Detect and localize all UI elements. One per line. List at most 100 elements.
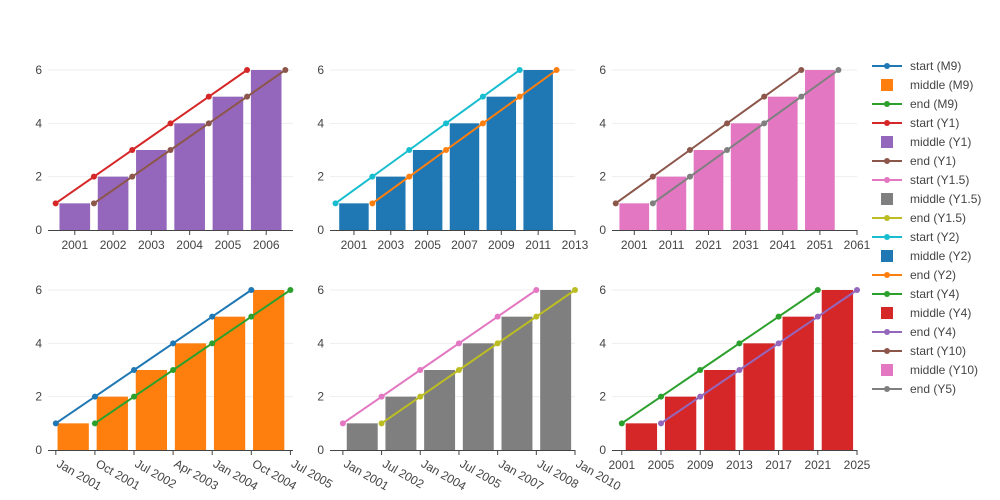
legend-item[interactable]: end (Y2) bbox=[872, 265, 997, 284]
data-point bbox=[494, 340, 501, 347]
data-point bbox=[369, 200, 376, 207]
data-point bbox=[658, 393, 664, 400]
legend-item[interactable]: end (Y1) bbox=[872, 151, 997, 170]
series-line bbox=[342, 289, 537, 425]
data-point bbox=[686, 173, 693, 180]
data-point bbox=[167, 147, 174, 153]
bar bbox=[59, 203, 91, 230]
legend-label: end (Y2) bbox=[910, 267, 957, 282]
legend-item[interactable]: start (Y1.5) bbox=[872, 170, 997, 189]
data-point bbox=[798, 67, 805, 73]
legend-item[interactable]: start (Y4) bbox=[872, 284, 997, 303]
bar bbox=[767, 96, 798, 231]
legend-item[interactable]: start (Y10) bbox=[872, 341, 997, 360]
legend: start (M9) middle (M9) end (M9) start (Y1) m… bbox=[872, 56, 997, 398]
data-point bbox=[494, 313, 501, 320]
x-tick-label: 2021 bbox=[695, 238, 722, 252]
y-tick-label: 6 bbox=[599, 283, 606, 297]
x-tick-label: 2001 bbox=[621, 238, 648, 252]
bar bbox=[540, 290, 572, 450]
y-tick-label: 4 bbox=[317, 116, 324, 130]
legend-item[interactable]: middle (Y1) bbox=[872, 132, 997, 151]
x-tick-label: 2013 bbox=[726, 458, 753, 472]
bar bbox=[486, 96, 517, 231]
subplot-2: 0 2 4 6 2001 2003 2005 2007 2009 2011 2013 bbox=[317, 63, 588, 252]
bar bbox=[523, 70, 553, 230]
data-point bbox=[209, 313, 216, 320]
legend-item[interactable]: middle (M9) bbox=[872, 75, 997, 94]
y-tick-label: 2 bbox=[599, 170, 606, 184]
legend-item[interactable]: middle (Y10) bbox=[872, 360, 997, 379]
data-point bbox=[129, 147, 136, 153]
data-point bbox=[91, 420, 98, 427]
data-point bbox=[209, 340, 216, 347]
bar bbox=[625, 423, 658, 450]
x-tick-label: 2007 bbox=[451, 238, 478, 252]
y-tick-label: 2 bbox=[317, 390, 324, 404]
legend-bar-swatch bbox=[881, 306, 893, 319]
legend-label: start (Y10) bbox=[910, 343, 967, 358]
legend-item[interactable]: start (Y2) bbox=[872, 227, 997, 246]
x-tick-label: 2001 bbox=[61, 238, 88, 252]
data-point bbox=[417, 367, 424, 373]
bar bbox=[253, 290, 285, 450]
legend-item[interactable]: middle (Y1.5) bbox=[872, 189, 997, 208]
y-tick-label: 6 bbox=[317, 63, 324, 77]
legend-line-swatch bbox=[872, 290, 902, 297]
bar bbox=[339, 203, 369, 230]
legend-item[interactable]: end (M9) bbox=[872, 94, 997, 113]
legend-item[interactable]: start (M9) bbox=[872, 56, 997, 75]
x-tick-label: 2005 bbox=[648, 458, 675, 472]
x-tick-label: 2051 bbox=[807, 238, 834, 252]
legend-line-swatch bbox=[872, 157, 902, 164]
data-point bbox=[90, 200, 97, 207]
data-point bbox=[129, 173, 136, 180]
bar bbox=[412, 150, 443, 230]
data-point bbox=[516, 67, 523, 73]
data-point bbox=[90, 173, 97, 180]
bar bbox=[97, 176, 129, 230]
legend-item[interactable]: start (Y1) bbox=[872, 113, 997, 132]
subplot-1: 0 2 4 6 2001 2002 2003 2004 2005 2006 bbox=[35, 63, 293, 252]
bar bbox=[174, 123, 205, 230]
data-point bbox=[479, 120, 486, 127]
data-point bbox=[369, 173, 376, 180]
legend-bar-swatch bbox=[881, 135, 893, 148]
data-point bbox=[775, 340, 782, 347]
x-tick-label: 2011 bbox=[658, 238, 684, 252]
data-point bbox=[378, 393, 385, 400]
legend-item[interactable]: end (Y4) bbox=[872, 322, 997, 341]
legend-item[interactable]: end (Y1.5) bbox=[872, 208, 997, 227]
legend-item[interactable]: middle (Y4) bbox=[872, 303, 997, 322]
bar bbox=[656, 176, 687, 230]
legend-label: end (Y1) bbox=[910, 153, 957, 168]
legend-item[interactable]: middle (Y2) bbox=[872, 246, 997, 265]
y-tick-label: 0 bbox=[599, 223, 606, 237]
legend-line-swatch bbox=[872, 214, 902, 221]
y-tick-label: 0 bbox=[317, 223, 324, 237]
data-point bbox=[244, 67, 251, 73]
data-point bbox=[697, 367, 704, 373]
bar bbox=[250, 70, 282, 230]
y-tick-label: 4 bbox=[35, 336, 42, 350]
series-line bbox=[55, 289, 252, 425]
legend-item[interactable]: end (Y5) bbox=[872, 379, 997, 398]
legend-label: middle (Y2) bbox=[910, 248, 972, 263]
legend-label: start (M9) bbox=[910, 58, 962, 73]
series-line bbox=[652, 69, 840, 205]
data-point bbox=[612, 200, 619, 207]
bar bbox=[704, 370, 736, 450]
bar bbox=[501, 316, 533, 450]
legend-bar-swatch bbox=[881, 249, 893, 262]
legend-label: end (Y5) bbox=[910, 381, 957, 396]
data-point bbox=[91, 393, 98, 400]
subplot-3: 0 2 4 6 2001 2011 2021 2031 2041 2051 2061 bbox=[599, 63, 870, 252]
data-point bbox=[170, 367, 177, 373]
x-tick-label: 2003 bbox=[377, 238, 404, 252]
data-point bbox=[814, 287, 821, 293]
legend-line-swatch bbox=[872, 119, 902, 126]
data-point bbox=[533, 287, 540, 293]
bar bbox=[619, 203, 650, 230]
